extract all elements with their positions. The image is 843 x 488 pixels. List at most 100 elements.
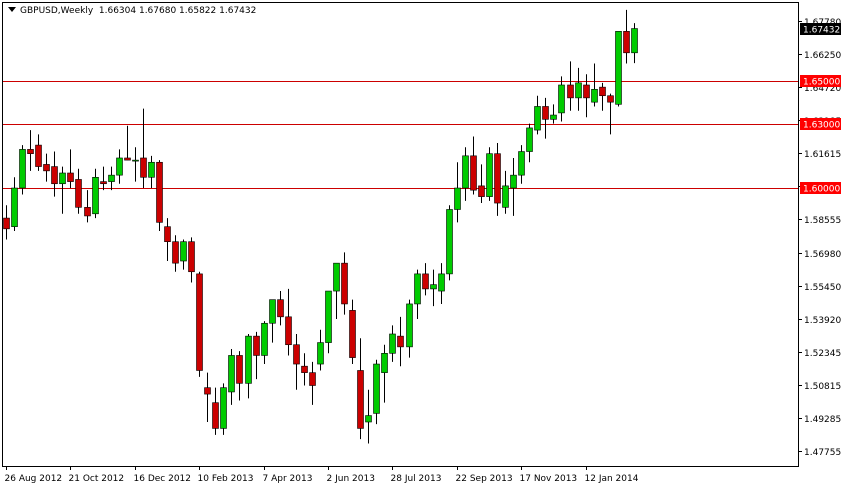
candle-body xyxy=(583,84,590,99)
candle xyxy=(406,299,413,358)
candle xyxy=(631,23,638,64)
candle xyxy=(414,269,421,319)
current-price-tag xyxy=(800,23,841,35)
candle-body xyxy=(349,310,356,358)
candle xyxy=(567,61,574,111)
candle-body xyxy=(591,88,598,103)
y-tick-label: 1.47755 xyxy=(804,448,841,458)
candle xyxy=(188,237,195,283)
candle-body xyxy=(132,159,139,162)
candle xyxy=(325,290,332,354)
candle-body xyxy=(277,299,284,318)
candle xyxy=(615,31,622,107)
candle xyxy=(599,82,606,111)
candle xyxy=(220,383,227,435)
candle-body xyxy=(108,174,115,182)
candle-body xyxy=(164,226,171,242)
candle-body xyxy=(84,207,91,217)
candle xyxy=(583,74,590,118)
y-tick-label: 1.61615 xyxy=(804,150,841,160)
candle-body xyxy=(51,166,58,185)
x-tick-label: 2 Jun 2013 xyxy=(327,474,375,484)
candle-body xyxy=(414,273,421,305)
candle xyxy=(462,147,469,201)
candle-body xyxy=(301,365,308,373)
candle-body xyxy=(518,151,525,176)
candle xyxy=(373,359,380,425)
candle-body xyxy=(188,241,195,273)
candle xyxy=(67,149,74,189)
candle-body xyxy=(11,187,18,227)
candle-body xyxy=(607,95,614,103)
candle xyxy=(132,147,139,182)
candle xyxy=(253,331,260,380)
candle xyxy=(607,93,614,135)
candle xyxy=(35,134,42,171)
candle xyxy=(309,361,316,405)
candle-body xyxy=(116,157,123,176)
candle-body xyxy=(269,299,276,324)
ohlc-readout: 1.66304 1.67680 1.65822 1.67432 xyxy=(98,6,257,16)
candle-body xyxy=(309,372,316,386)
candle-body xyxy=(35,144,42,167)
candle-body xyxy=(615,31,622,105)
candle-body xyxy=(148,161,155,178)
candle xyxy=(172,235,179,272)
candle-body xyxy=(172,241,179,264)
x-tick-label: 22 Sep 2013 xyxy=(456,474,513,484)
candle-body xyxy=(27,149,34,154)
candle xyxy=(623,9,630,64)
candle xyxy=(502,170,509,214)
candle-body xyxy=(333,262,340,292)
candle-body xyxy=(317,342,324,365)
candle xyxy=(550,104,557,124)
y-tick-label: 1.56980 xyxy=(804,250,841,260)
candle xyxy=(381,344,388,403)
candle xyxy=(164,218,171,262)
candle-body xyxy=(631,28,638,54)
candle-body xyxy=(397,335,404,348)
candle xyxy=(19,145,26,195)
plot-frame xyxy=(2,2,799,467)
candle-body xyxy=(422,273,429,290)
candle-body xyxy=(3,217,10,230)
candle xyxy=(389,325,396,362)
candle xyxy=(478,164,485,204)
candle xyxy=(438,263,445,304)
candle-body xyxy=(253,335,260,356)
candle-body xyxy=(462,155,469,189)
candle-body xyxy=(325,290,332,343)
x-tick-label: 7 Apr 2013 xyxy=(263,474,313,484)
level-price-label: 1.65000 xyxy=(803,78,840,88)
candle xyxy=(84,190,91,223)
candle xyxy=(212,387,219,435)
candle xyxy=(269,299,276,343)
candle xyxy=(317,329,324,371)
horizontal-levels xyxy=(3,81,798,189)
x-tick-label: 12 Jan 2014 xyxy=(585,474,639,484)
candle xyxy=(349,299,356,365)
candle xyxy=(486,147,493,201)
candle xyxy=(575,67,582,111)
x-tick-label: 26 Aug 2012 xyxy=(5,474,63,484)
candle xyxy=(51,151,58,197)
candle-body xyxy=(220,387,227,429)
y-tick-label: 1.52345 xyxy=(804,349,841,359)
candle xyxy=(228,349,235,405)
candle xyxy=(430,269,437,307)
candle-body xyxy=(623,31,630,54)
candle xyxy=(365,389,372,444)
candle-body xyxy=(43,164,50,172)
candle-body xyxy=(293,344,300,365)
candle-body xyxy=(534,106,541,131)
candle-body xyxy=(228,355,235,393)
candle xyxy=(11,177,18,231)
candle xyxy=(204,372,211,422)
y-tick-label: 1.58555 xyxy=(804,216,841,226)
candle-body xyxy=(389,333,396,354)
collapse-triangle-icon[interactable] xyxy=(8,7,16,12)
candle-body xyxy=(575,82,582,99)
candle xyxy=(422,263,429,296)
